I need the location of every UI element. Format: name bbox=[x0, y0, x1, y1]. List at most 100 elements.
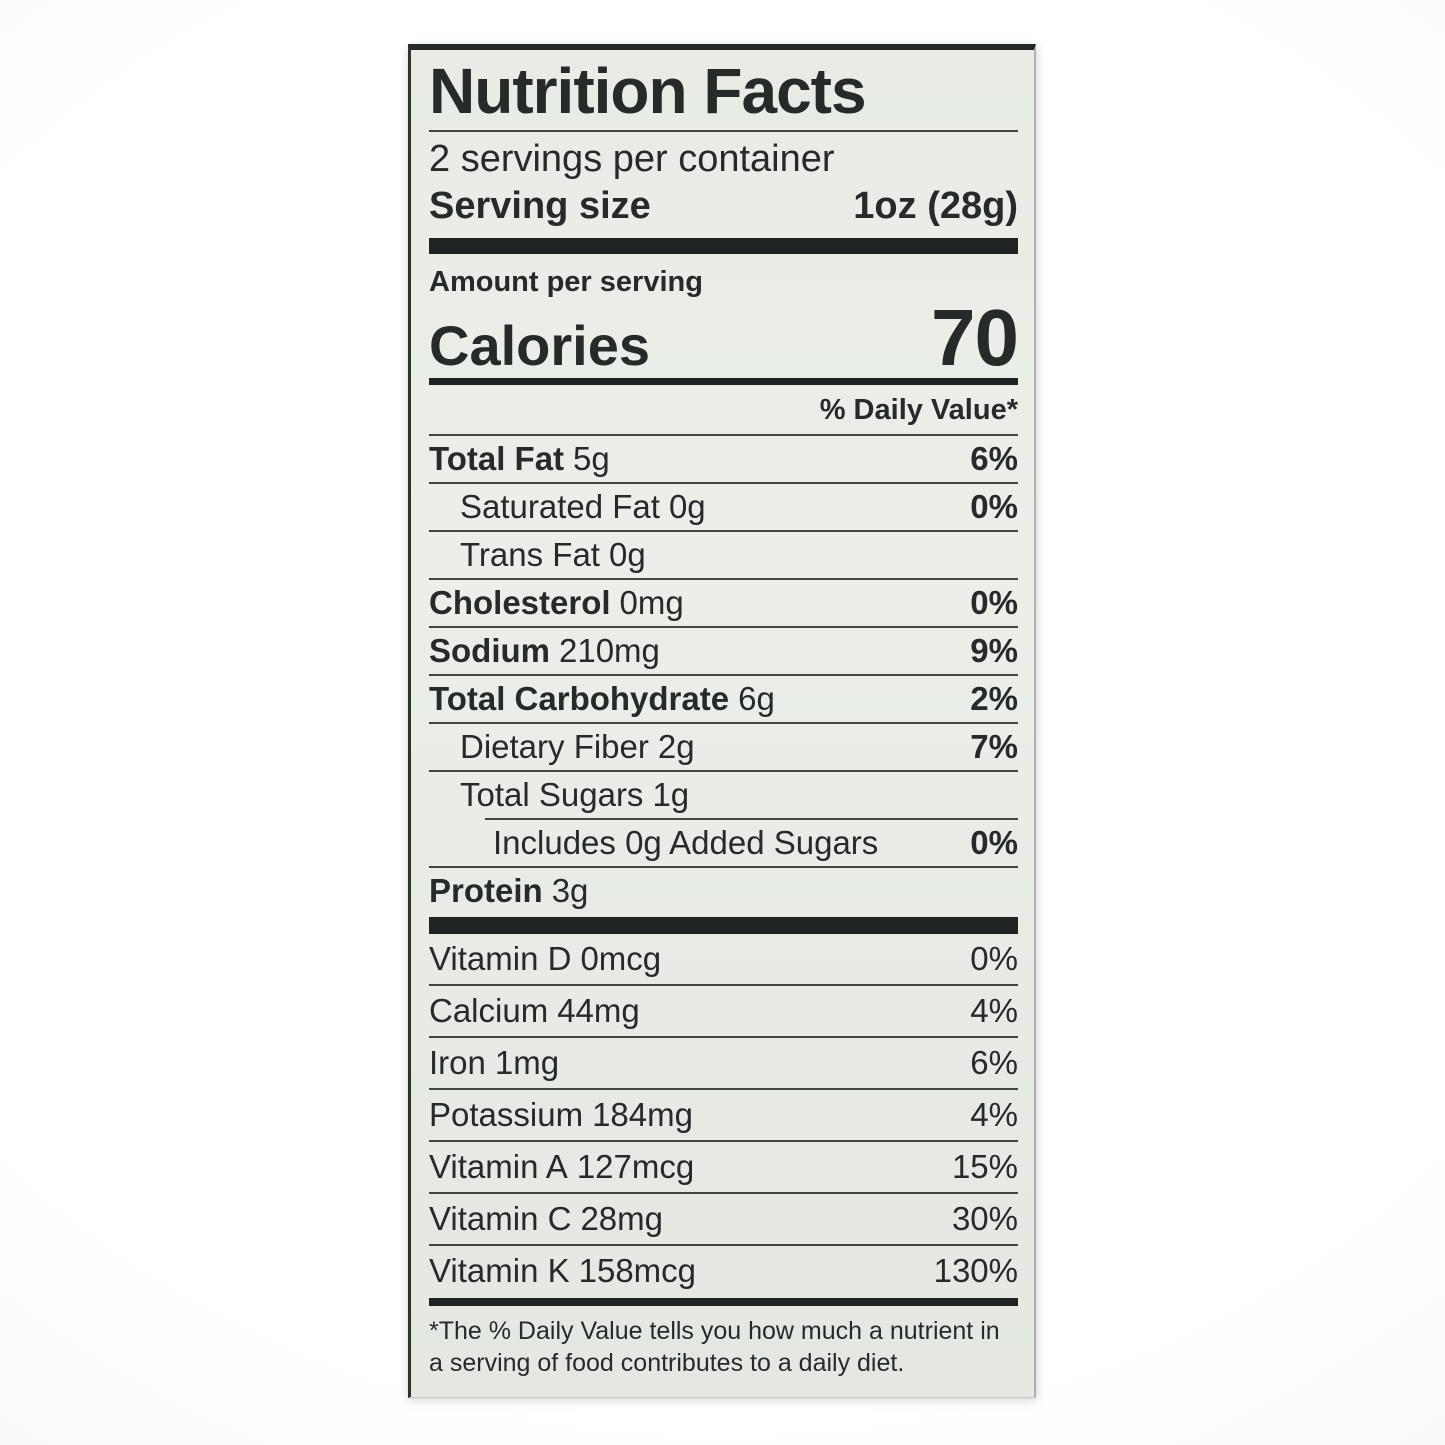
daily-value-footnote: *The % Daily Value tells you how much a … bbox=[429, 1317, 1000, 1377]
nutrient-name: Cholesterol 0mg bbox=[429, 584, 684, 622]
nutrient-dv: 0% bbox=[970, 584, 1018, 621]
nutrient-row-added-sugars: Includes 0g Added Sugars 0% bbox=[429, 820, 1018, 866]
vitamin-name: Vitamin K 158mcg bbox=[429, 1252, 696, 1290]
nutrient-amount: 0mg bbox=[619, 584, 684, 621]
vitamin-label: Vitamin A bbox=[429, 1148, 568, 1185]
vitamin-dv: 6% bbox=[970, 1044, 1018, 1081]
vitamin-row-vitamin-a: Vitamin A 127mcg 15% bbox=[429, 1142, 1018, 1192]
divider bbox=[429, 434, 1018, 436]
servings-per-container: 2 servings per container bbox=[429, 138, 835, 180]
divider bbox=[429, 1192, 1018, 1194]
vitamin-dv: 0% bbox=[970, 940, 1018, 977]
divider bbox=[429, 866, 1018, 868]
divider bbox=[429, 482, 1018, 484]
vitamin-row-vitamin-d: Vitamin D 0mcg 0% bbox=[429, 934, 1018, 984]
nutrient-amount: 6g bbox=[738, 680, 775, 717]
nutrient-amount: 210mg bbox=[559, 632, 660, 669]
nutrient-name: Protein 3g bbox=[429, 872, 588, 910]
nutrient-name: Total Sugars 1g bbox=[460, 776, 689, 814]
nutrient-amount: 0g bbox=[608, 536, 646, 573]
divider bbox=[429, 674, 1018, 676]
nutrient-name: Includes 0g Added Sugars bbox=[493, 824, 878, 862]
vitamin-dv: 15% bbox=[951, 1148, 1018, 1185]
divider bbox=[429, 1140, 1018, 1142]
divider bbox=[429, 984, 1018, 986]
nutrient-dv: 0% bbox=[970, 488, 1018, 525]
serving-size-value: 1oz (28g) bbox=[853, 185, 1018, 227]
nutrient-dv: 9% bbox=[970, 632, 1018, 669]
vitamin-amount: 28mg bbox=[580, 1200, 664, 1237]
nutrient-name: Saturated Fat 0g bbox=[460, 488, 706, 526]
medium-divider-bar bbox=[429, 378, 1018, 385]
nutrient-amount: 3g bbox=[551, 872, 589, 909]
nutrient-dv: 6% bbox=[970, 440, 1018, 477]
nutrient-dv: 7% bbox=[970, 728, 1018, 765]
thick-divider-bar bbox=[429, 238, 1018, 254]
medium-divider-bar bbox=[429, 1298, 1018, 1306]
divider bbox=[429, 626, 1018, 628]
nutrient-label: Protein bbox=[429, 872, 543, 909]
nutrient-row-total-fat: Total Fat 5g 6% bbox=[429, 436, 1018, 482]
serving-size-label: Serving size bbox=[429, 185, 651, 227]
vitamin-dv: 130% bbox=[933, 1252, 1018, 1289]
divider bbox=[429, 130, 1018, 132]
nutrient-label: Saturated Fat bbox=[460, 488, 660, 525]
nutrient-amount: 1g bbox=[652, 776, 690, 813]
nutrient-label: Trans Fat bbox=[460, 536, 600, 573]
nutrient-label: Sodium bbox=[429, 632, 550, 669]
nutrient-row-total-sugars: Total Sugars 1g bbox=[429, 772, 1018, 818]
nutrient-row-protein: Protein 3g bbox=[429, 868, 1018, 914]
vitamin-amount: 184mg bbox=[592, 1096, 693, 1133]
nutrient-label: Total Sugars bbox=[460, 776, 644, 813]
nutrient-row-total-carbohydrate: Total Carbohydrate 6g 2% bbox=[429, 676, 1018, 722]
label-title: Nutrition Facts bbox=[429, 55, 867, 127]
nutrient-name: Trans Fat 0g bbox=[460, 536, 646, 574]
vitamin-name: Vitamin D 0mcg bbox=[429, 940, 661, 978]
divider bbox=[429, 578, 1018, 580]
vitamin-dv: 30% bbox=[951, 1200, 1018, 1237]
vitamin-name: Iron 1mg bbox=[429, 1044, 559, 1082]
nutrient-amount: 5g bbox=[573, 440, 610, 477]
nutrient-dv: 0% bbox=[970, 824, 1018, 861]
vitamin-name: Calcium 44mg bbox=[429, 992, 640, 1030]
divider bbox=[429, 530, 1018, 532]
vitamin-row-vitamin-k: Vitamin K 158mcg 130% bbox=[429, 1246, 1018, 1296]
vitamin-label: Calcium bbox=[429, 992, 549, 1029]
divider-indented bbox=[485, 818, 1018, 820]
nutrient-name: Dietary Fiber 2g bbox=[460, 728, 695, 766]
divider bbox=[429, 1244, 1018, 1246]
amount-per-serving: Amount per serving bbox=[429, 266, 703, 298]
vitamin-label: Iron bbox=[429, 1044, 486, 1081]
daily-value-header: % Daily Value* bbox=[819, 394, 1018, 426]
vitamin-row-iron: Iron 1mg 6% bbox=[429, 1038, 1018, 1088]
vitamin-name: Potassium 184mg bbox=[429, 1096, 693, 1134]
nutrient-row-trans-fat: Trans Fat 0g bbox=[429, 532, 1018, 578]
vitamin-name: Vitamin C 28mg bbox=[429, 1200, 663, 1238]
nutrient-name: Sodium 210mg bbox=[429, 632, 660, 670]
nutrient-label: Total Fat bbox=[429, 440, 565, 477]
vitamin-label: Vitamin D bbox=[429, 940, 572, 977]
nutrient-label: Includes 0g Added Sugars bbox=[493, 824, 879, 861]
vitamin-amount: 1mg bbox=[494, 1044, 560, 1081]
vitamin-amount: 158mcg bbox=[578, 1252, 697, 1289]
nutrient-row-saturated-fat: Saturated Fat 0g 0% bbox=[429, 484, 1018, 530]
nutrient-label: Total Carbohydrate bbox=[429, 680, 730, 717]
nutrient-label: Cholesterol bbox=[429, 584, 611, 621]
nutrient-row-cholesterol: Cholesterol 0mg 0% bbox=[429, 580, 1018, 626]
divider bbox=[429, 770, 1018, 772]
vitamin-label: Potassium bbox=[429, 1096, 584, 1133]
nutrient-name: Total Carbohydrate 6g bbox=[429, 680, 775, 718]
serving-size-row: Serving size 1oz (28g) bbox=[429, 182, 1018, 230]
nutrient-amount: 0g bbox=[668, 488, 706, 525]
vitamin-dv: 4% bbox=[970, 992, 1018, 1029]
vitamin-row-calcium: Calcium 44mg 4% bbox=[429, 986, 1018, 1036]
nutrient-row-sodium: Sodium 210mg 9% bbox=[429, 628, 1018, 674]
nutrition-facts-label: Nutrition Facts 2 servings per container… bbox=[408, 44, 1036, 1398]
nutrient-dv: 2% bbox=[970, 680, 1018, 717]
vitamin-label: Vitamin C bbox=[429, 1200, 572, 1237]
nutrient-row-dietary-fiber: Dietary Fiber 2g 7% bbox=[429, 724, 1018, 770]
nutrient-label: Dietary Fiber bbox=[460, 728, 649, 765]
vitamin-name: Vitamin A 127mcg bbox=[429, 1148, 694, 1186]
vitamin-row-vitamin-c: Vitamin C 28mg 30% bbox=[429, 1194, 1018, 1244]
